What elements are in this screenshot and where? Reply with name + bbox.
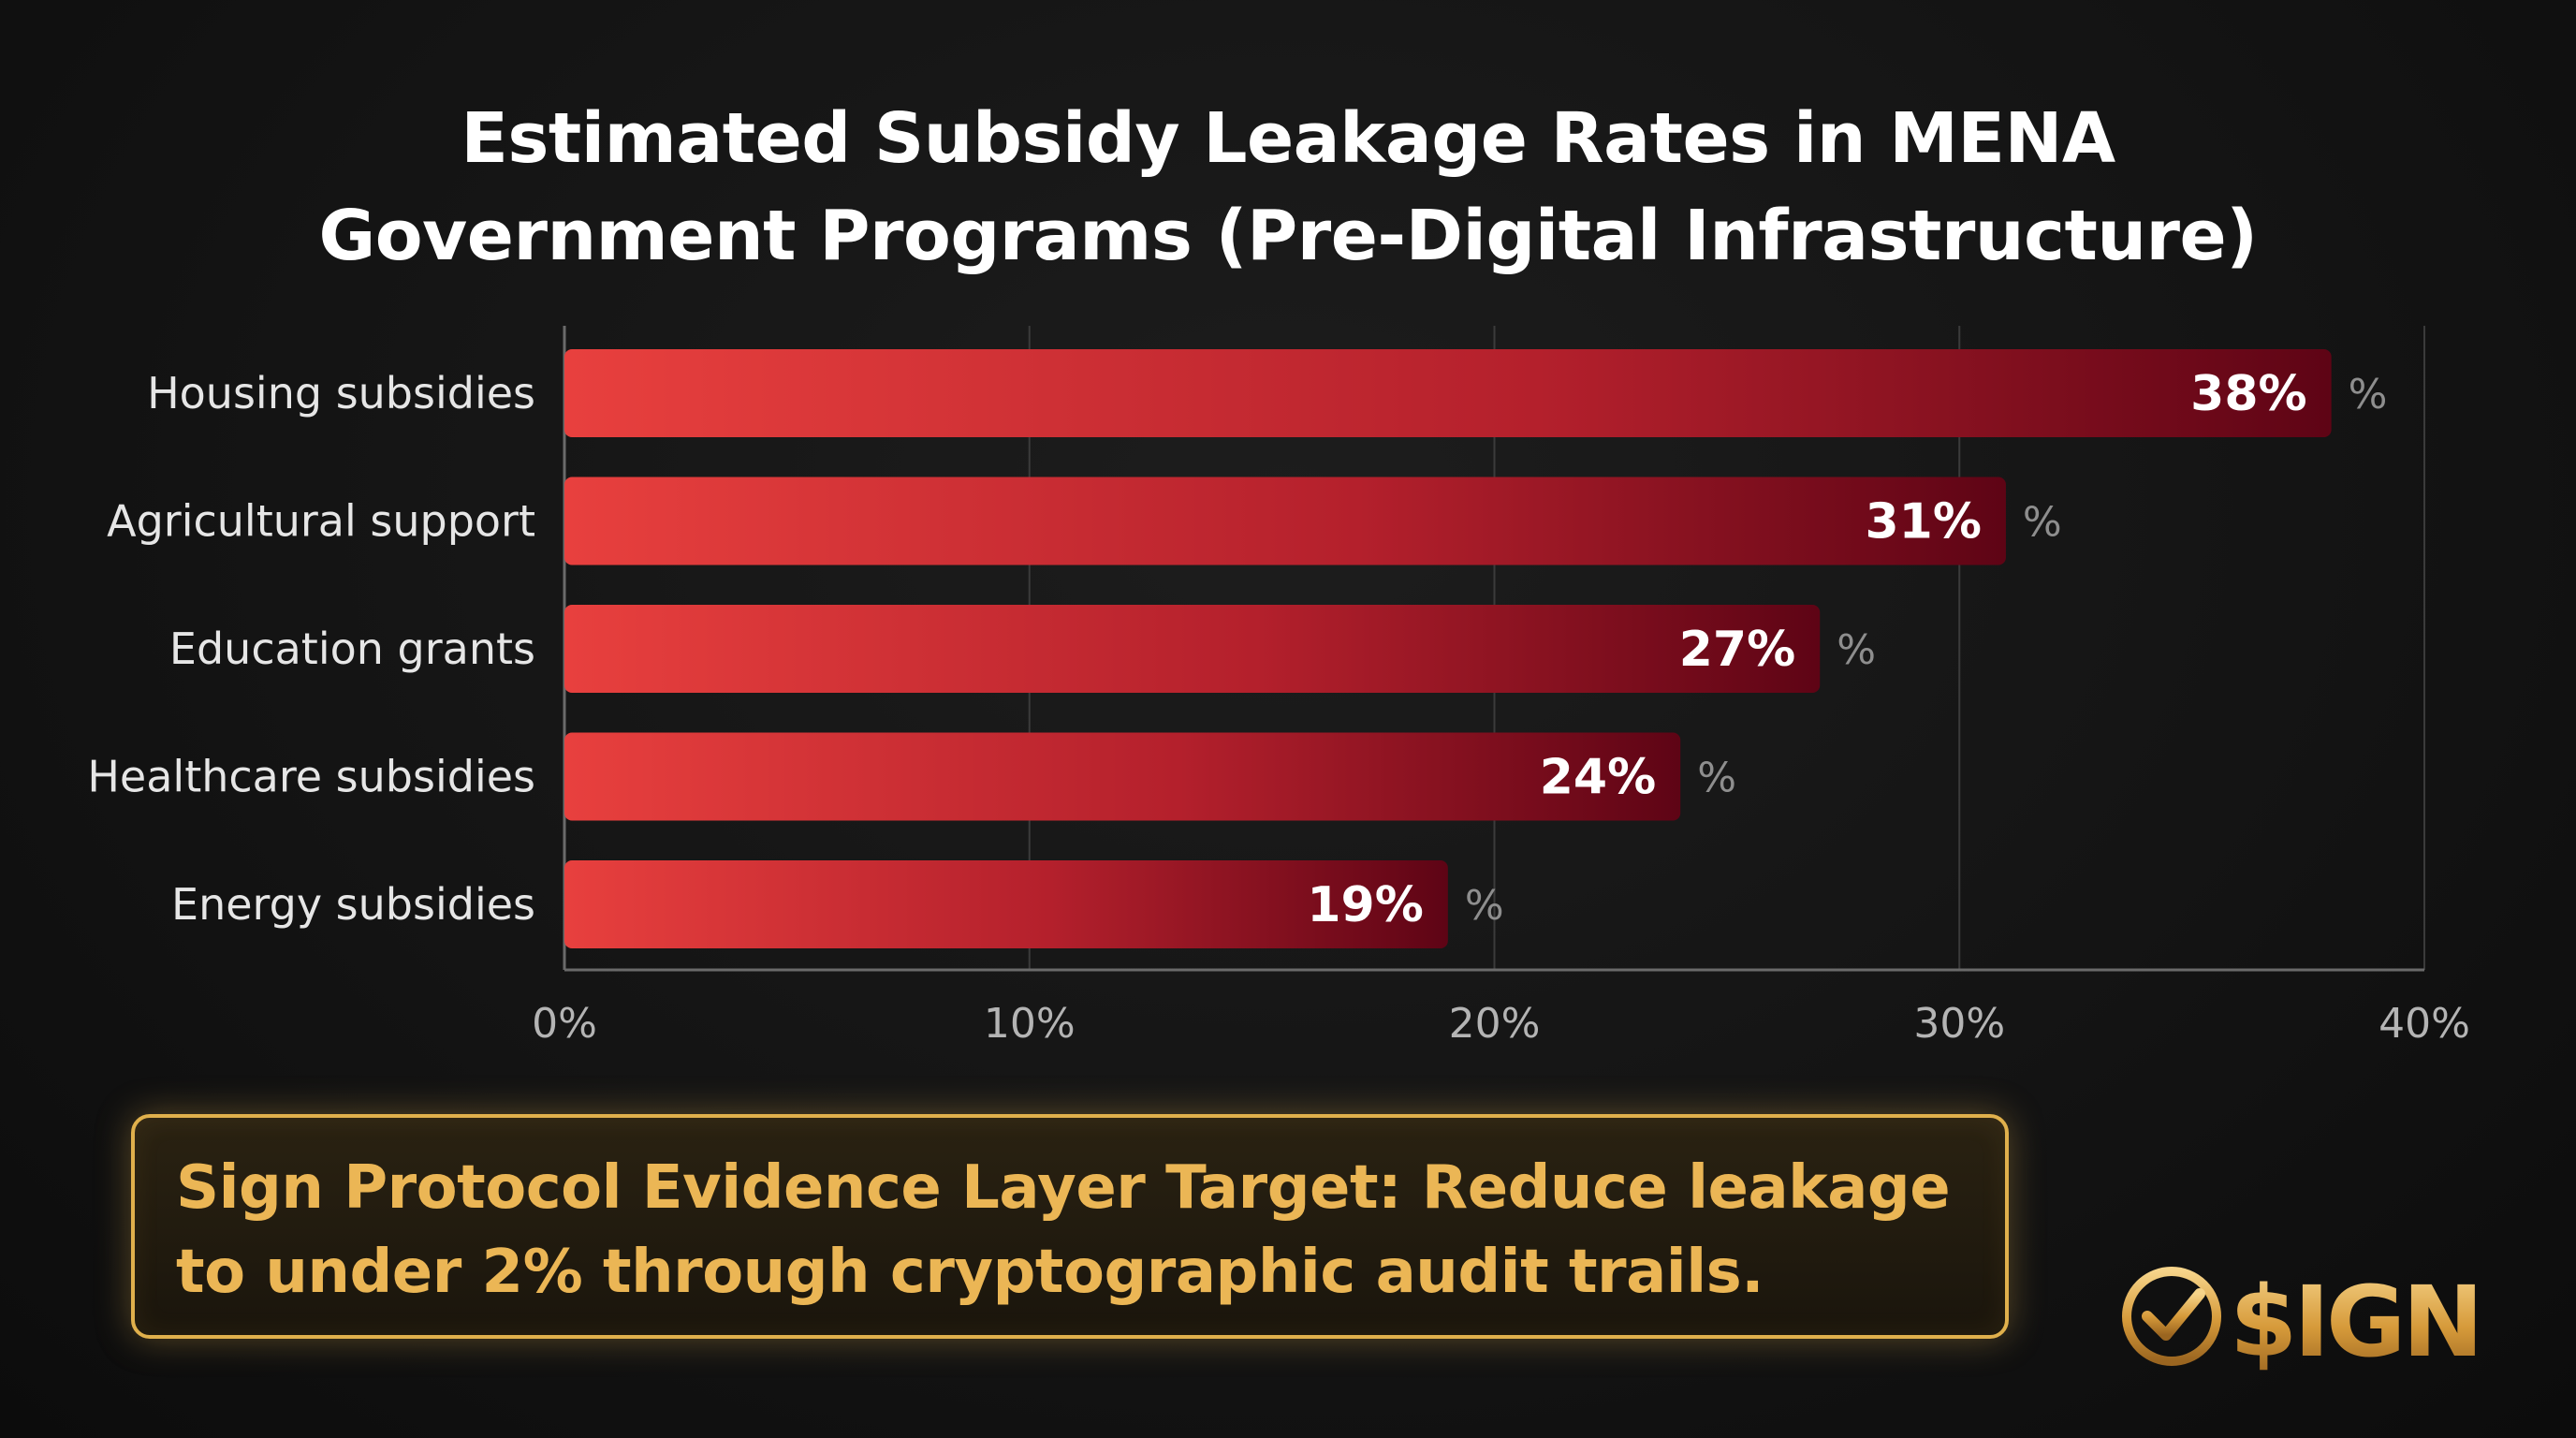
bar-healthcare-subsidies xyxy=(564,732,1681,821)
unit-suffix: % xyxy=(2349,371,2388,418)
data-label: 24% xyxy=(1540,750,1656,806)
chart-title: Estimated Subsidy Leakage Rates in MENA … xyxy=(0,90,2576,285)
category-label: Energy subsidies xyxy=(171,879,535,930)
data-label: 27% xyxy=(1679,622,1795,678)
category-label: Healthcare subsidies xyxy=(87,752,535,802)
target-callout-box: Sign Protocol Evidence Layer Target: Red… xyxy=(131,1114,2009,1339)
bars xyxy=(564,349,2332,948)
unit-suffix: % xyxy=(1837,626,1876,674)
coin-check-icon xyxy=(2122,1267,2221,1366)
x-tick-label: 30% xyxy=(1913,1000,2005,1048)
bar-housing-subsidies xyxy=(564,349,2332,437)
category-label: Agricultural support xyxy=(107,496,535,547)
category-label: Housing subsidies xyxy=(147,368,535,418)
chart-title-line-2: Government Programs (Pre-Digital Infrast… xyxy=(318,196,2258,276)
x-axis-ticks: 0% 10% 20% 30% 40% xyxy=(532,1000,2470,1048)
data-label: 38% xyxy=(2190,366,2306,422)
data-label: 19% xyxy=(1307,877,1423,933)
x-tick-label: 10% xyxy=(984,1000,1076,1048)
bar-education-grants xyxy=(564,605,1821,693)
x-tick-label: 40% xyxy=(2378,1000,2470,1048)
callout-text: Sign Protocol Evidence Layer Target: Red… xyxy=(176,1146,1964,1314)
chart-title-line-1: Estimated Subsidy Leakage Rates in MENA xyxy=(461,98,2115,179)
callout-line-2: to under 2% through cryptographic audit … xyxy=(176,1238,1764,1307)
bar-agricultural-support xyxy=(564,477,2006,565)
unit-suffix: % xyxy=(1697,755,1736,802)
sign-logo: $IGN xyxy=(2122,1265,2483,1376)
category-labels: Housing subsidies 38% % Agricultural suppor… xyxy=(87,366,2387,933)
unit-suffix: % xyxy=(2023,499,2062,547)
x-tick-label: 20% xyxy=(1449,1000,1541,1048)
data-label: 31% xyxy=(1865,494,1981,550)
callout-line-1: Sign Protocol Evidence Layer Target: Red… xyxy=(176,1153,1951,1223)
unit-suffix: % xyxy=(1465,882,1504,930)
x-tick-label: 0% xyxy=(532,1000,597,1048)
bar-chart: Housing subsidies 38% % Agricultural suppor… xyxy=(87,326,2470,1048)
category-label: Education grants xyxy=(169,624,535,674)
brand-wordmark: $IGN xyxy=(2230,1265,2480,1376)
bar-energy-subsidies xyxy=(564,860,1448,948)
